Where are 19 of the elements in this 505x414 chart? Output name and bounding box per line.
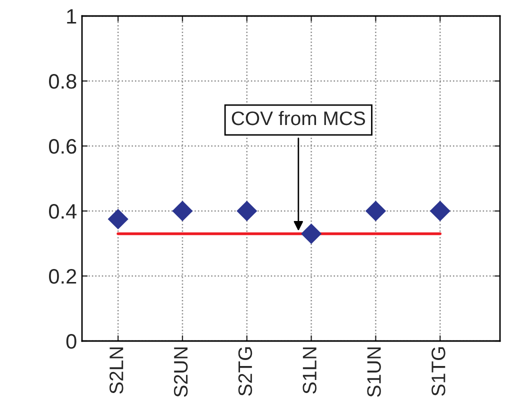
annotation: COV from MCS: [232, 110, 366, 126]
x-tick-label: S1UN: [367, 347, 381, 397]
y-tick-label: 0.8: [48, 74, 76, 89]
x-tick-label: S2LN: [110, 347, 124, 394]
x-tick-label: S2TG: [238, 347, 252, 396]
y-tick-label: 0.6: [48, 139, 76, 154]
x-tick-label: S1LN: [302, 347, 317, 394]
point: [108, 208, 128, 230]
y-tick-label: 1: [67, 9, 76, 24]
point: [236, 200, 258, 222]
point: [300, 223, 322, 244]
y-tick-label: 0.2: [48, 269, 76, 284]
point: [365, 200, 386, 222]
point: [172, 200, 193, 222]
y-tick-label: 0: [66, 334, 76, 349]
y-tick-label: 0.4: [48, 204, 77, 219]
x-tick-label: S2UN: [174, 347, 188, 397]
point: [430, 200, 450, 222]
x-tick-label: S1TG: [432, 347, 446, 396]
